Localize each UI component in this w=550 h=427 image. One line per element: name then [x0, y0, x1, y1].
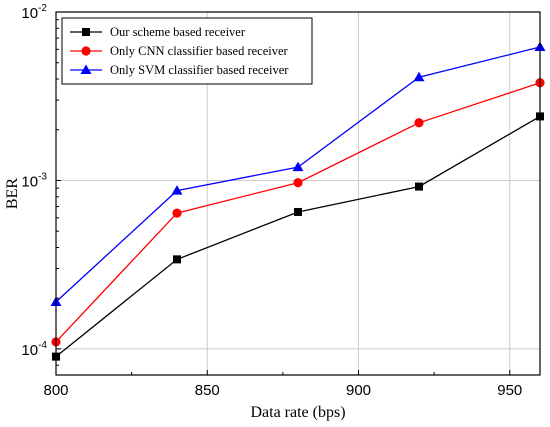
- series-line: [55, 115, 541, 358]
- x-tick-label: 850: [195, 382, 220, 399]
- data-point: [414, 118, 424, 128]
- axis-ticks: 800 850 900 950 10-4 10-3 10-2: [21, 3, 522, 399]
- data-point: [294, 207, 302, 216]
- legend-marker: [80, 64, 92, 74]
- legend-label: Only SVM classifier based receiver: [110, 63, 289, 77]
- legend-item: Only CNN classifier based receiver: [70, 44, 289, 58]
- data-point: [292, 161, 304, 172]
- data-point: [171, 185, 183, 195]
- legend-label: Only CNN classifier based receiver: [110, 44, 289, 58]
- y-axis-title: BER: [4, 178, 21, 209]
- data-point: [415, 182, 423, 191]
- x-tick-label: 900: [346, 382, 371, 399]
- series-line: [55, 46, 541, 303]
- x-tick-label: 800: [43, 382, 68, 399]
- legend-marker: [81, 46, 91, 56]
- x-tick-label: 950: [497, 382, 522, 399]
- legend-item: Our scheme based receiver: [70, 25, 246, 39]
- plot-frame: [55, 11, 541, 376]
- series-1: [52, 112, 544, 361]
- legend-box: [61, 17, 313, 85]
- x-axis-title: Data rate (bps): [250, 404, 345, 421]
- y-tick-label: 10-4: [21, 340, 47, 359]
- data-point: [172, 208, 182, 218]
- data-point: [413, 71, 425, 82]
- legend-item: Only SVM classifier based receiver: [70, 63, 289, 77]
- y-tick-label: 10-2: [21, 3, 47, 22]
- legend-marker: [82, 28, 90, 36]
- y-tick-label: 10-3: [21, 171, 47, 190]
- data-point: [293, 178, 303, 188]
- legend-label: Our scheme based receiver: [110, 25, 246, 39]
- legend: Our scheme based receiver Only CNN classi…: [61, 17, 313, 85]
- series-layer: [50, 41, 546, 361]
- data-point: [173, 255, 181, 264]
- series-2: [51, 78, 545, 347]
